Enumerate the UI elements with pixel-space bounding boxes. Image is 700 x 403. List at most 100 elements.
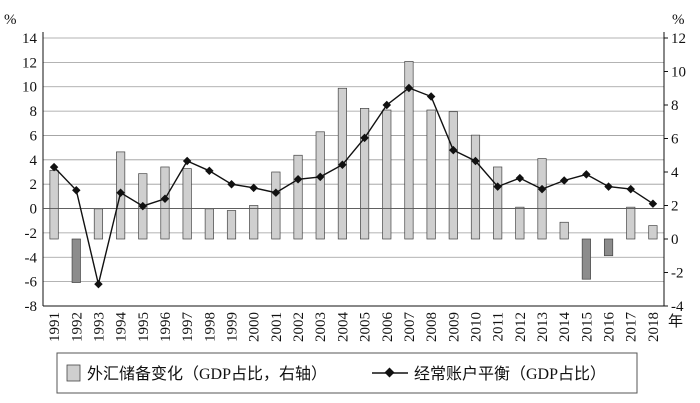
reserve-bar-2000	[249, 205, 259, 240]
right-tick-label: 4	[671, 165, 679, 181]
current-account-point-1992	[72, 186, 81, 195]
x-tick-label: 2008	[424, 312, 440, 342]
current-account-point-1994	[116, 188, 125, 197]
reserve-bar-1997	[182, 168, 192, 240]
axis-layer	[42, 32, 668, 307]
x-tick-label: 2016	[602, 312, 618, 343]
x-tick-label: 2011	[491, 312, 507, 341]
reserve-bar-2013	[537, 158, 547, 240]
reserve-bar-1993	[93, 208, 104, 240]
reserve-bar-1998	[204, 208, 214, 240]
x-tick-label: 2009	[446, 312, 462, 342]
left-axis-unit: %	[4, 12, 17, 28]
left-tick-label: 8	[30, 104, 38, 120]
current-account-point-1993	[94, 279, 103, 289]
current-account-point-2003	[315, 172, 325, 182]
left-tick-label: 12	[22, 55, 37, 71]
left-tick-label: 14	[22, 31, 38, 47]
reserve-bar-2016	[603, 238, 614, 257]
x-tick-label: 2012	[513, 312, 529, 342]
x-tick-label: 1998	[202, 312, 218, 342]
legend-label-current-account: 经常账户平衡（GDP占比）	[414, 365, 606, 383]
legend-swatch-reserve	[66, 364, 81, 382]
x-tick-label: 2000	[247, 312, 263, 342]
left-tick-label: 4	[30, 153, 38, 169]
reserve-bar-2008	[426, 109, 436, 240]
right-tick-label: 10	[671, 65, 686, 81]
right-tick-label: 6	[671, 132, 679, 148]
reserve-bar-2015	[581, 238, 591, 280]
current-account-point-2014	[559, 176, 569, 185]
current-account-point-2000	[249, 183, 258, 193]
left-tick-label: -2	[25, 226, 38, 242]
reserve-bar-2010	[470, 134, 481, 240]
x-tick-label: 2010	[469, 312, 485, 342]
left-tick-label: 2	[30, 177, 38, 193]
legend: 外汇储备变化（GDP占比，右轴） 经常账户平衡（GDP占比）	[56, 352, 638, 394]
x-tick-label: 1992	[69, 312, 85, 342]
x-tick-label: 1993	[91, 312, 107, 342]
x-axis-unit: 年	[668, 313, 683, 330]
x-tick-label: 2015	[579, 312, 595, 342]
left-tick-label: 0	[30, 202, 38, 218]
current-account-point-2007	[404, 83, 414, 93]
left-tick-label: 6	[30, 128, 38, 144]
x-tick-label: 1995	[136, 312, 152, 342]
right-tick-label: 0	[671, 232, 679, 248]
x-tick-label: 1996	[158, 312, 174, 343]
current-account-point-1998	[205, 166, 214, 176]
current-account-point-2017	[626, 184, 635, 194]
reserve-bar-1992	[71, 238, 81, 283]
x-tick-label: 2017	[624, 311, 640, 342]
x-tick-label: 2003	[313, 312, 329, 342]
reserve-bar-2007	[404, 61, 414, 240]
reserve-bar-2006	[382, 109, 392, 240]
legend-label-reserve: 外汇储备变化（GDP占比，右轴）	[87, 365, 327, 383]
legend-swatch-current-account-marker	[384, 367, 395, 378]
reserve-bar-2002	[293, 154, 303, 240]
x-tick-label: 2005	[358, 312, 374, 342]
current-account-point-1997	[182, 156, 192, 166]
x-tick-label: 2013	[535, 312, 551, 342]
current-account-point-2012	[515, 173, 525, 183]
current-account-point-2006	[382, 100, 392, 110]
bar-layer	[49, 61, 658, 283]
reserve-bar-2017	[626, 206, 636, 240]
reserve-bar-2018	[648, 225, 658, 240]
x-tick-label: 1991	[47, 312, 63, 342]
reserve-bar-2012	[515, 206, 525, 240]
legend-frame	[56, 352, 638, 394]
x-tick-label: 2018	[646, 312, 662, 342]
x-tick-label: 2004	[335, 311, 351, 342]
reserve-bar-2005	[360, 107, 370, 240]
left-tick-label: -6	[25, 275, 38, 291]
right-tick-label: -4	[671, 299, 684, 315]
left-tick-label: -4	[25, 250, 38, 266]
reserve-bar-2011	[493, 166, 503, 240]
x-tick-label: 2007	[402, 311, 418, 342]
reserve-bar-1991	[49, 169, 59, 240]
current-account-point-2011	[493, 182, 502, 191]
reserve-bar-1999	[226, 210, 237, 240]
current-account-point-2016	[604, 182, 613, 191]
right-tick-label: -2	[671, 266, 684, 282]
reserve-bar-2003	[315, 131, 325, 240]
reserve-bar-2009	[448, 111, 458, 240]
current-account-point-2008	[426, 92, 436, 101]
current-account-point-1999	[227, 179, 236, 189]
reserve-bar-2014	[559, 221, 569, 240]
x-tick-label: 2014	[557, 312, 573, 343]
line-layer	[49, 83, 658, 289]
current-account-point-2018	[648, 199, 658, 208]
x-tick-label: 1997	[180, 312, 196, 343]
right-axis-unit: %	[672, 12, 685, 28]
left-tick-label: -8	[25, 299, 38, 315]
grid-layer	[43, 37, 664, 307]
reserve-bar-2001	[271, 171, 281, 240]
x-tick-label: 2001	[269, 312, 285, 342]
left-tick-label: 10	[22, 80, 37, 96]
right-tick-label: 8	[671, 98, 679, 114]
current-account-point-2002	[293, 175, 303, 184]
